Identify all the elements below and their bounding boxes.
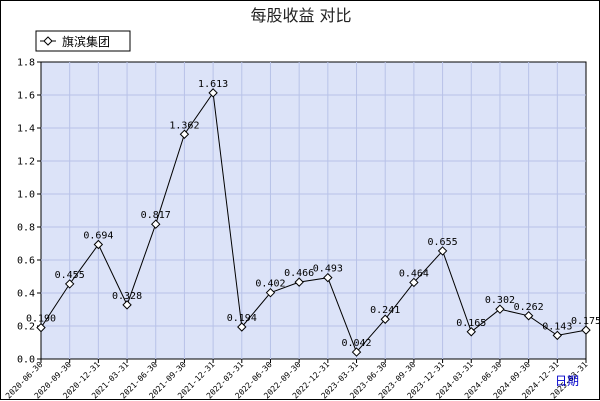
y-tick-label: 0.6 — [17, 256, 35, 267]
data-label: 0.466 — [284, 268, 314, 279]
data-label: 0.655 — [428, 237, 458, 248]
data-point-marker — [294, 277, 304, 287]
data-point-marker — [351, 347, 362, 357]
y-axis: 0.0 0.2 0.4 0.6 0.8 1.0 1.2 1.4 1.6 1.8 — [17, 58, 41, 366]
y-tick-label: 0.8 — [17, 223, 35, 234]
data-label: 0.175 — [571, 316, 600, 327]
data-label: 0.694 — [83, 230, 113, 241]
y-tick-label: 0.0 — [17, 355, 35, 366]
data-label: 0.165 — [456, 318, 486, 329]
data-label: 1.613 — [198, 79, 228, 90]
data-label: 1.362 — [169, 120, 199, 131]
y-tick-label: 0.2 — [17, 322, 35, 333]
data-label: 0.493 — [313, 264, 343, 275]
series-line-path — [40, 91, 587, 354]
legend-diamond-icon — [43, 36, 53, 46]
data-point-marker — [380, 314, 390, 324]
data-points — [36, 88, 591, 357]
data-label: 0.262 — [514, 302, 544, 313]
y-tick-label: 1.8 — [17, 58, 35, 69]
data-label: 0.241 — [370, 305, 400, 316]
data-point-marker — [437, 246, 448, 256]
data-point-marker — [64, 279, 75, 289]
y-tick-label: 1.4 — [17, 124, 35, 135]
data-point-marker — [265, 287, 276, 298]
data-point-marker — [36, 322, 46, 333]
data-label: 0.455 — [55, 270, 85, 281]
legend-label: 旗滨集团 — [62, 34, 110, 49]
series-line — [40, 91, 587, 354]
y-tick-label: 1.0 — [17, 190, 35, 201]
data-label: 0.302 — [485, 295, 515, 306]
data-point-marker — [323, 272, 333, 283]
data-point-marker — [552, 330, 563, 341]
x-axis: 2020-06-302020-09-302020-12-312021-03-31… — [4, 359, 590, 400]
legend-box — [35, 30, 131, 52]
y-tick-label: 1.6 — [17, 91, 35, 102]
data-label: 0.328 — [112, 291, 142, 302]
y-tick-label: 0.4 — [17, 289, 35, 300]
data-point-marker — [151, 219, 161, 229]
data-point-marker — [409, 277, 419, 288]
data-label: 0.042 — [341, 338, 371, 349]
data-label: 0.817 — [141, 210, 171, 221]
plot-area — [40, 61, 587, 360]
data-point-marker — [122, 300, 132, 310]
data-point-marker — [208, 88, 218, 98]
data-point-marker — [179, 129, 190, 139]
data-point-marker — [237, 322, 247, 332]
data-point-marker — [581, 325, 591, 335]
data-labels: 0.190 0.455 0.694 0.328 0.817 1.362 1.613 0.194… — [26, 79, 600, 349]
data-label: 0.190 — [26, 314, 56, 325]
data-label: 0.143 — [542, 321, 572, 332]
data-point-marker — [93, 239, 104, 250]
grid-lines — [41, 62, 586, 359]
data-label: 0.464 — [399, 268, 429, 279]
data-point-marker — [495, 304, 505, 314]
legend: 旗滨集团 — [35, 30, 131, 52]
data-label: 0.402 — [255, 279, 285, 290]
data-point-marker — [523, 311, 534, 321]
y-tick-label: 1.2 — [17, 157, 35, 168]
data-point-marker — [466, 327, 476, 337]
x-axis-label: 日期 — [555, 374, 579, 388]
data-label: 0.194 — [227, 313, 257, 324]
chart-title: 每股收益 对比 — [250, 6, 351, 25]
